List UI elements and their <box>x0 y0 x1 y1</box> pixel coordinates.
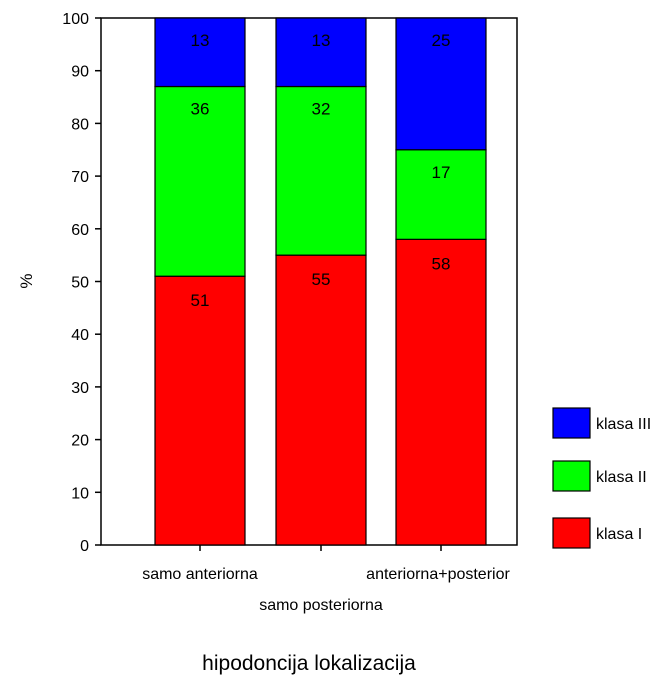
x-tick-label: samo posteriorna <box>259 597 383 614</box>
y-axis-title: % <box>17 273 36 288</box>
legend-swatch <box>552 517 591 549</box>
bar-klasa-iii-2 <box>275 17 367 88</box>
x-tick-label: anteriorna+posterior <box>366 566 510 583</box>
data-label: 36 <box>191 100 210 119</box>
bars-group <box>154 17 487 546</box>
legend-label: klasa II <box>596 469 647 486</box>
data-label: 13 <box>312 31 331 50</box>
y-tick-label: 70 <box>71 169 89 186</box>
legend-swatch <box>552 460 591 492</box>
x-tick-label: samo anteriorna <box>142 566 258 583</box>
y-tick-label: 50 <box>71 275 89 292</box>
legend-label: klasa I <box>596 526 642 543</box>
bar-klasa-i-1 <box>154 275 246 546</box>
legend: klasa III klasa II klasa I <box>552 407 651 549</box>
y-tick-label: 10 <box>71 485 89 502</box>
y-tick-label: 30 <box>71 380 89 397</box>
y-tick-label: 80 <box>71 116 89 133</box>
bar-klasa-i-3 <box>395 238 487 546</box>
legend-swatch <box>552 407 591 439</box>
data-label: 13 <box>191 31 210 50</box>
legend-label: klasa III <box>596 416 651 433</box>
bar-klasa-i-2 <box>275 254 367 546</box>
y-tick-label: 90 <box>71 64 89 81</box>
bar-klasa-iii-3 <box>395 17 487 151</box>
y-tick-label: 20 <box>71 433 89 450</box>
data-label: 32 <box>312 100 331 119</box>
y-tick-label: 100 <box>62 11 89 28</box>
y-axis: 0 10 20 30 40 50 60 70 80 90 100 <box>62 11 101 555</box>
data-labels-group: 51 36 13 55 32 13 58 17 25 <box>191 31 451 310</box>
y-tick-label: 40 <box>71 327 89 344</box>
bar-klasa-ii-2 <box>275 85 367 256</box>
data-label: 51 <box>191 291 210 310</box>
bar-klasa-iii-1 <box>154 17 246 88</box>
data-label: 55 <box>312 270 331 289</box>
bar-klasa-ii-3 <box>395 149 487 240</box>
data-label: 25 <box>432 31 451 50</box>
y-tick-label: 60 <box>71 222 89 239</box>
data-label: 58 <box>432 254 451 273</box>
x-axis-title: hipodoncija lokalizacija <box>202 652 416 675</box>
y-tick-label: 0 <box>80 538 89 555</box>
data-label: 17 <box>432 163 451 182</box>
